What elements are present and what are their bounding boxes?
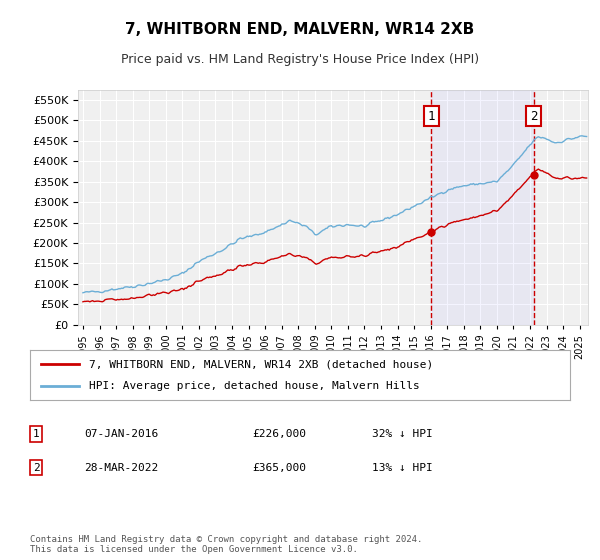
Text: £365,000: £365,000 bbox=[252, 463, 306, 473]
Text: Price paid vs. HM Land Registry's House Price Index (HPI): Price paid vs. HM Land Registry's House … bbox=[121, 53, 479, 66]
Text: 2: 2 bbox=[32, 463, 40, 473]
Text: 13% ↓ HPI: 13% ↓ HPI bbox=[372, 463, 433, 473]
Text: 32% ↓ HPI: 32% ↓ HPI bbox=[372, 429, 433, 439]
Point bbox=[529, 171, 539, 180]
Text: Contains HM Land Registry data © Crown copyright and database right 2024.
This d: Contains HM Land Registry data © Crown c… bbox=[30, 535, 422, 554]
Text: HPI: Average price, detached house, Malvern Hills: HPI: Average price, detached house, Malv… bbox=[89, 381, 420, 391]
Text: 1: 1 bbox=[427, 110, 435, 123]
Text: 07-JAN-2016: 07-JAN-2016 bbox=[84, 429, 158, 439]
Text: 2: 2 bbox=[530, 110, 538, 123]
Text: 7, WHITBORN END, MALVERN, WR14 2XB (detached house): 7, WHITBORN END, MALVERN, WR14 2XB (deta… bbox=[89, 359, 434, 369]
Bar bbox=[431, 90, 534, 325]
Point bbox=[427, 228, 436, 237]
Text: 1: 1 bbox=[32, 429, 40, 439]
Text: 28-MAR-2022: 28-MAR-2022 bbox=[84, 463, 158, 473]
Text: £226,000: £226,000 bbox=[252, 429, 306, 439]
Text: 7, WHITBORN END, MALVERN, WR14 2XB: 7, WHITBORN END, MALVERN, WR14 2XB bbox=[125, 22, 475, 38]
